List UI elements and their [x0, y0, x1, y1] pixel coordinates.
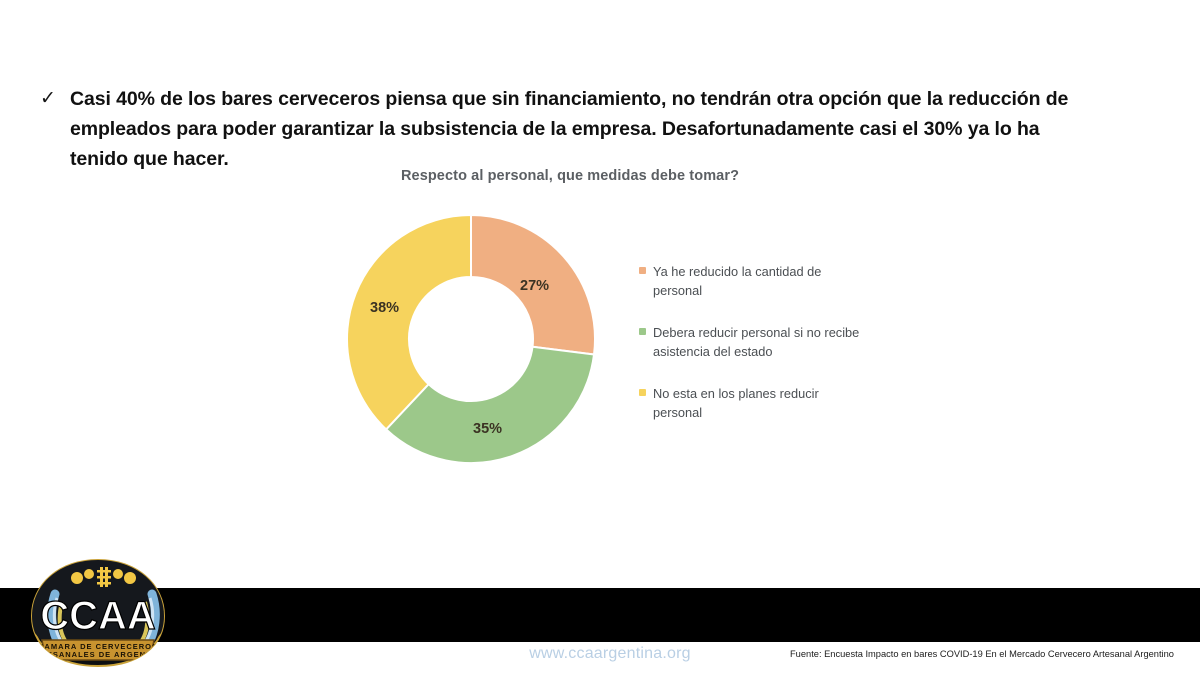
- footer-bar: [0, 588, 1200, 642]
- logo-banner-line1: CAMARA DE CERVECEROS: [38, 642, 158, 651]
- chart-title: Respecto al personal, que medidas debe t…: [400, 168, 740, 184]
- logo-hops-icon: [71, 567, 136, 587]
- legend-swatch-icon-1: [639, 328, 646, 335]
- logo-banner: CAMARA DE CERVECEROS ARTESANALES DE ARGE…: [28, 639, 167, 661]
- check-icon: ✓: [40, 88, 56, 109]
- slice-label-1: 35%: [473, 421, 503, 437]
- legend-label-1: Debera reducir personal si no recibe asi…: [653, 325, 860, 359]
- source-note: Fuente: Encuesta Impacto en bares COVID-…: [790, 649, 1174, 659]
- site-url-link[interactable]: www.ccaargentina.org: [529, 645, 691, 662]
- legend-item-1[interactable]: Debera reducir personal si no recibe asi…: [639, 323, 869, 361]
- legend-swatch-icon-0: [639, 267, 646, 274]
- ccaa-logo: CCAA CAMARA DE CERVECEROS ARTESANALES DE…: [18, 556, 178, 673]
- donut-svg: [346, 214, 596, 464]
- logo-acronym-text: CCAA: [40, 594, 156, 638]
- logo-banner-line2: ARTESANALES DE ARGENTINA: [28, 650, 167, 659]
- legend-swatch-icon-2: [639, 389, 646, 396]
- chart-legend: Ya he reducido la cantidad de personal D…: [639, 262, 869, 445]
- donut-slice-2[interactable]: [346, 214, 472, 431]
- legend-label-2: No esta en los planes reducir personal: [653, 386, 819, 420]
- slice-label-0: 27%: [520, 278, 550, 294]
- slice-label-2: 38%: [370, 300, 400, 316]
- headline-text: Casi 40% de los bares cerveceros piensa …: [70, 88, 1069, 170]
- headline-block: ✓ Casi 40% de los bares cerveceros piens…: [40, 84, 1100, 174]
- donut-chart: 27% 35% 38%: [346, 214, 596, 464]
- donut-slice-0[interactable]: [470, 214, 596, 356]
- donut-slice-1[interactable]: [384, 345, 596, 464]
- legend-label-0: Ya he reducido la cantidad de personal: [653, 264, 822, 298]
- ccaa-logo-svg: CCAA CAMARA DE CERVECEROS ARTESANALES DE…: [28, 558, 167, 668]
- legend-item-2[interactable]: No esta en los planes reducir personal: [639, 384, 869, 422]
- legend-item-0[interactable]: Ya he reducido la cantidad de personal: [639, 262, 869, 300]
